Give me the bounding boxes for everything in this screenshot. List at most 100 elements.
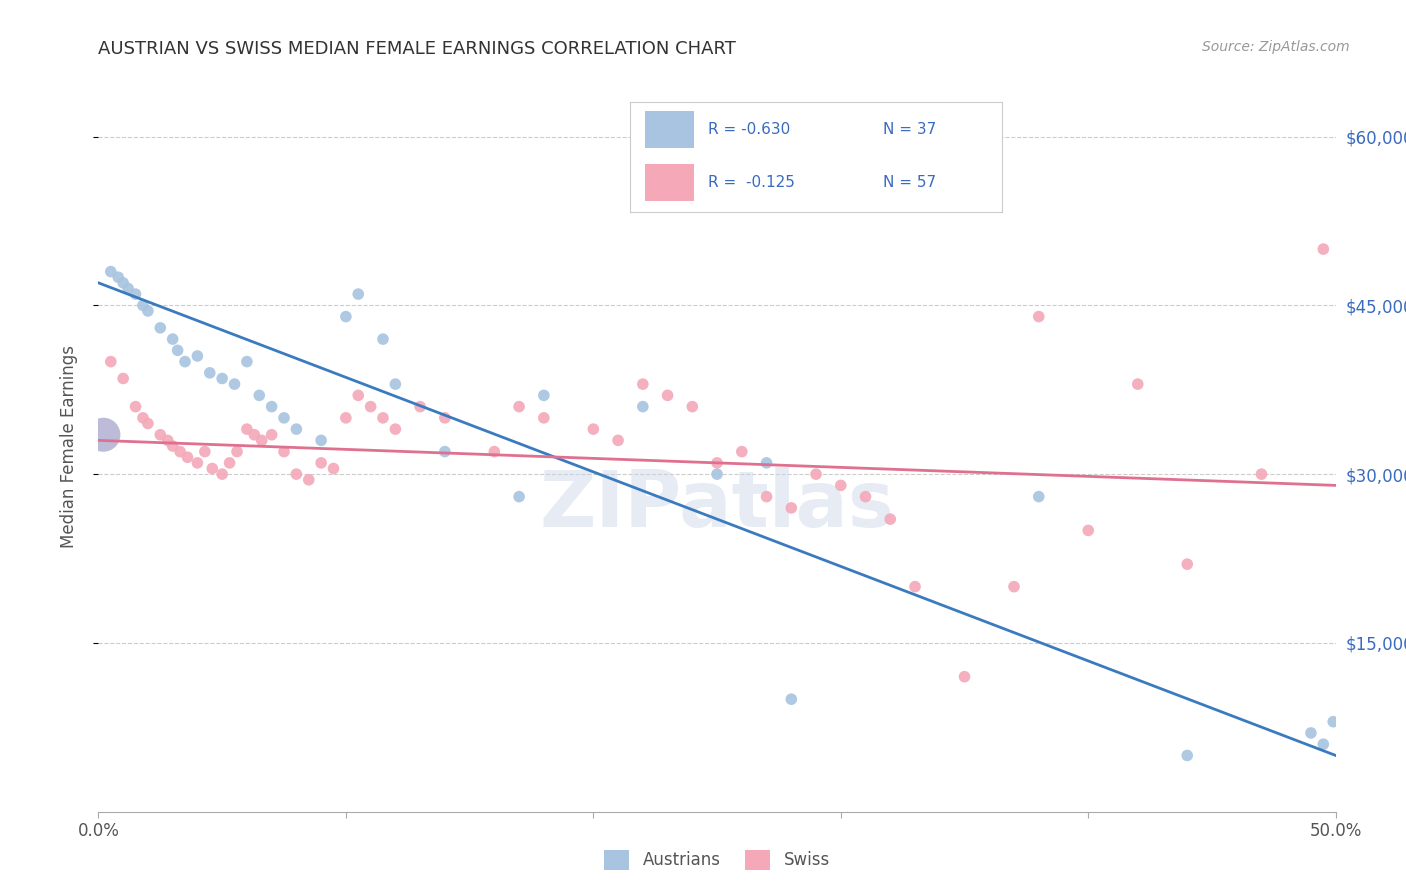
Point [285, 422, 308, 436]
Point [107, 270, 129, 285]
Point [273, 444, 295, 458]
Point [631, 400, 654, 414]
Point [112, 371, 135, 385]
Point [198, 366, 221, 380]
Point [218, 456, 240, 470]
Point [100, 264, 122, 278]
Point [298, 473, 321, 487]
Point [582, 422, 605, 436]
Text: R = -0.630: R = -0.630 [709, 122, 790, 137]
Point [1002, 580, 1025, 594]
Point [136, 417, 159, 431]
Point [211, 371, 233, 385]
Point [347, 388, 370, 402]
Point [508, 490, 530, 504]
Point [260, 400, 283, 414]
Point [904, 580, 927, 594]
Point [508, 400, 530, 414]
Point [533, 410, 555, 425]
Point [830, 478, 852, 492]
Point [1028, 310, 1050, 324]
Point [1175, 748, 1198, 763]
Point [855, 490, 877, 504]
Point [273, 410, 295, 425]
Point [285, 467, 308, 482]
Point [953, 670, 976, 684]
Point [780, 692, 803, 706]
Point [322, 461, 344, 475]
Point [371, 332, 394, 346]
Point [226, 444, 249, 458]
Point [1126, 377, 1149, 392]
Point [149, 321, 172, 335]
Point [162, 332, 184, 346]
Point [186, 349, 208, 363]
Point [433, 410, 456, 425]
Point [780, 500, 803, 515]
Point [706, 467, 728, 482]
Point [657, 388, 679, 402]
Point [1312, 737, 1334, 751]
Point [149, 427, 172, 442]
Point [260, 427, 283, 442]
Point [247, 388, 270, 402]
Point [211, 467, 233, 482]
Point [166, 343, 188, 358]
Point [186, 456, 208, 470]
Point [1322, 714, 1344, 729]
Point [371, 410, 394, 425]
Point [1028, 490, 1050, 504]
Text: ZIPatlas: ZIPatlas [540, 467, 894, 542]
Point [879, 512, 901, 526]
Point [607, 434, 630, 448]
Point [347, 287, 370, 301]
Point [124, 400, 146, 414]
Point [706, 456, 728, 470]
Point [731, 444, 754, 458]
Y-axis label: Median Female Earnings: Median Female Earnings [59, 344, 77, 548]
Point [309, 456, 332, 470]
Point [755, 490, 778, 504]
Point [384, 422, 406, 436]
Point [100, 354, 122, 368]
Point [433, 444, 456, 458]
Point [112, 276, 135, 290]
Point [631, 377, 654, 392]
Point [156, 434, 179, 448]
Point [174, 354, 197, 368]
Point [309, 434, 332, 448]
Bar [645, 111, 693, 148]
Point [136, 304, 159, 318]
Text: R =  -0.125: R = -0.125 [709, 175, 796, 190]
Point [236, 354, 259, 368]
Point [132, 298, 155, 312]
Legend: Austrians, Swiss: Austrians, Swiss [598, 843, 837, 877]
Point [533, 388, 555, 402]
Point [132, 410, 155, 425]
Point [755, 456, 778, 470]
Point [1250, 467, 1272, 482]
Point [162, 439, 184, 453]
Point [804, 467, 827, 482]
Point [384, 377, 406, 392]
Point [236, 422, 259, 436]
Text: Source: ZipAtlas.com: Source: ZipAtlas.com [1202, 40, 1350, 54]
Point [224, 377, 246, 392]
Text: N = 57: N = 57 [883, 175, 936, 190]
Point [201, 461, 224, 475]
Point [1312, 242, 1334, 256]
Point [176, 450, 198, 465]
Text: N = 37: N = 37 [883, 122, 936, 137]
Point [360, 400, 382, 414]
Point [409, 400, 432, 414]
Point [117, 281, 139, 295]
Point [681, 400, 703, 414]
Point [1299, 726, 1322, 740]
Text: AUSTRIAN VS SWISS MEDIAN FEMALE EARNINGS CORRELATION CHART: AUSTRIAN VS SWISS MEDIAN FEMALE EARNINGS… [98, 40, 737, 58]
Point [335, 310, 357, 324]
Point [124, 287, 146, 301]
Point [194, 444, 217, 458]
Point [93, 427, 115, 442]
Bar [645, 163, 693, 201]
Point [250, 434, 273, 448]
